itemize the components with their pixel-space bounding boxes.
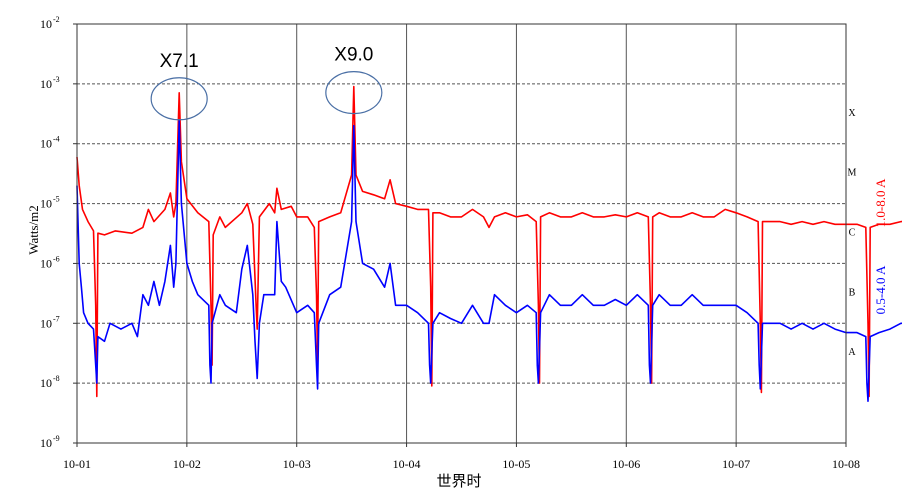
flare-class-label: A	[848, 347, 856, 358]
y-tick-label: 10	[40, 137, 52, 151]
y-tick-exponent: -5	[53, 195, 60, 204]
x-tick-label: 10-06	[612, 457, 640, 471]
flare-highlight-ellipse	[150, 77, 208, 121]
flare-class-label: C	[849, 228, 856, 239]
grid	[77, 24, 846, 443]
flare-annotation-label: X7.1	[160, 51, 199, 72]
y-tick-exponent: -8	[53, 374, 60, 383]
y-tick-label: 10	[40, 77, 52, 91]
x-axis: 10-01 10-02 10-03 10-04 10-05 10-06 10-07 10-08	[63, 443, 860, 471]
x-tick-label: 10-07	[722, 457, 750, 471]
x-tick-label: 10-03	[283, 457, 311, 471]
y-tick-label: 10	[40, 376, 52, 390]
x-tick-label: 10-02	[173, 457, 201, 471]
flare-class-label: B	[849, 287, 856, 298]
x-tick-label: 10-04	[393, 457, 421, 471]
y-axis: 10-210-310-410-510-610-710-810-9	[40, 15, 77, 450]
y-tick-exponent: -9	[53, 434, 60, 443]
legend-series-blue: 0.5-4.0 A	[873, 265, 888, 314]
plot-frame	[76, 23, 847, 444]
y-tick-label: 10	[40, 197, 52, 211]
y-tick-exponent: -3	[53, 75, 60, 84]
legend-series-red: 1.0-8.0 A	[873, 178, 888, 227]
flare-annotation-label: X9.0	[334, 45, 373, 66]
y-tick-label: 10	[40, 17, 52, 31]
x-tick-label: 10-08	[832, 457, 860, 471]
y-tick-exponent: -4	[53, 135, 60, 144]
flare-class-label: X	[848, 108, 856, 119]
x-axis-label: 世界时	[436, 472, 481, 490]
frame	[76, 23, 847, 444]
series-line-red	[76, 85, 902, 398]
annotations: X7.1X9.0X2.1	[150, 45, 383, 121]
y-axis-label: Watts/m2	[26, 205, 41, 255]
flare-class-axis: X M C B A	[848, 108, 857, 358]
y-tick-exponent: -6	[53, 254, 60, 263]
y-tick-label: 10	[40, 256, 52, 270]
x-tick-label: 10-01	[63, 457, 91, 471]
y-tick-exponent: -2	[53, 15, 60, 24]
x-tick-label: 10-05	[502, 457, 530, 471]
y-tick-label: 10	[40, 436, 52, 450]
legend: 1.0-8.0 A 0.5-4.0 A	[873, 178, 888, 314]
y-tick-exponent: -7	[53, 314, 60, 323]
flare-highlight-ellipse	[325, 70, 383, 115]
flare-class-label: M	[848, 168, 857, 179]
y-tick-label: 10	[40, 316, 52, 330]
